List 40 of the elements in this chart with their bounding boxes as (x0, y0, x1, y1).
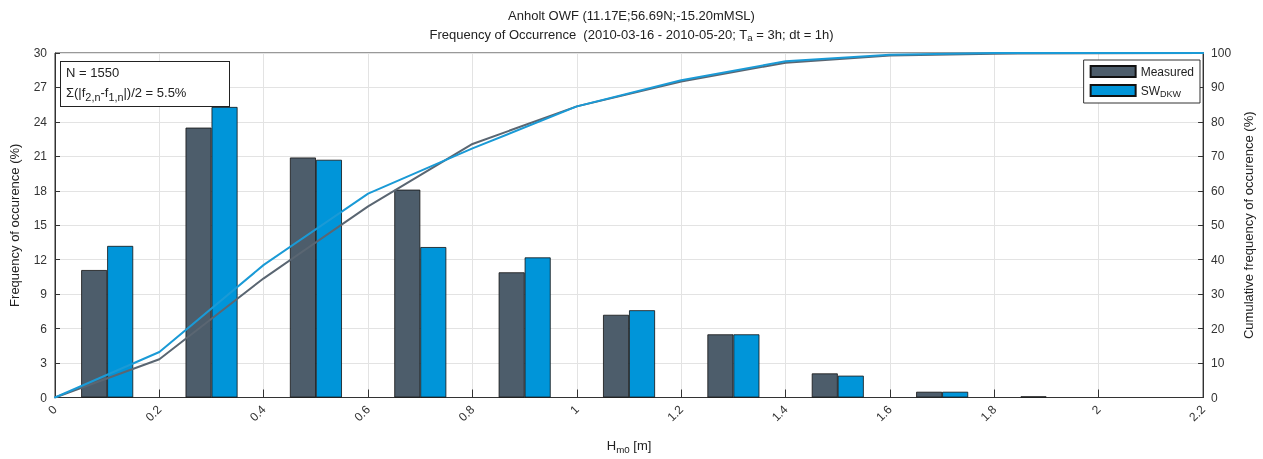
x-tick-label: 1.8 (977, 402, 1000, 425)
x-tick-label: 1.4 (768, 402, 791, 425)
y2-tick-label: 40 (1211, 252, 1225, 267)
annotation: Σ(|f$_{2,n}$-f$_{1,n}$|)/2 = 5.5% (66, 84, 188, 105)
y2-tick-label: 20 (1211, 321, 1225, 336)
y-tick-label: 12 (33, 252, 48, 267)
y2-tick-label: 50 (1211, 218, 1225, 233)
legend-label: Measured (1140, 64, 1195, 79)
y-tick-label: 24 (33, 114, 48, 129)
x-tick-label: 1.2 (664, 402, 687, 425)
y-tick-label: 3 (40, 356, 48, 371)
text-box: N = 1550 Σ(|f$_{2,n}$-f$_{1,n}$|)/2 = 5.5% (60, 61, 230, 107)
y2-tick-label: 100 (1211, 46, 1232, 60)
y-tick-label: 27 (33, 80, 48, 95)
chart-title: Anholt OWF (11.17E;56.69N;-15.20mMSL) (508, 8, 755, 23)
x-tick-label: 0.8 (455, 402, 478, 425)
y2-axis-title: Cumulative frequency of occurence (%) (1241, 111, 1256, 340)
y-tick-label: 18 (33, 183, 48, 198)
x-tick-label: 0.4 (247, 402, 269, 425)
y2-tick-label: 80 (1211, 114, 1225, 129)
x-tick-label: 1.6 (873, 402, 896, 425)
x-tick-label: 0.6 (351, 402, 374, 425)
y-tick-label: 30 (33, 46, 48, 60)
y2-tick-label: 10 (1211, 356, 1225, 371)
y2-tick-label: 0 (1211, 390, 1219, 405)
y-tick-label: 21 (33, 149, 48, 164)
annotation: N = 1550 (66, 64, 121, 82)
y2-tick-label: 90 (1211, 80, 1225, 95)
x-tick-label: 1 (567, 402, 583, 418)
y2-tick-label: 60 (1211, 183, 1225, 198)
x-tick-label: 2.2 (1186, 402, 1209, 425)
y-axis-title: Frequency of occurence (%) (7, 143, 22, 307)
y-tick-label: 6 (40, 321, 48, 336)
y2-tick-label: 30 (1211, 287, 1225, 302)
y-tick-label: 15 (33, 218, 48, 233)
x-tick-label: 0.2 (142, 402, 165, 425)
y-tick-label: 0 (40, 390, 48, 405)
y2-tick-label: 70 (1211, 149, 1225, 164)
x-tick-label: 2 (1089, 402, 1104, 418)
y-tick-label: 9 (40, 287, 48, 302)
